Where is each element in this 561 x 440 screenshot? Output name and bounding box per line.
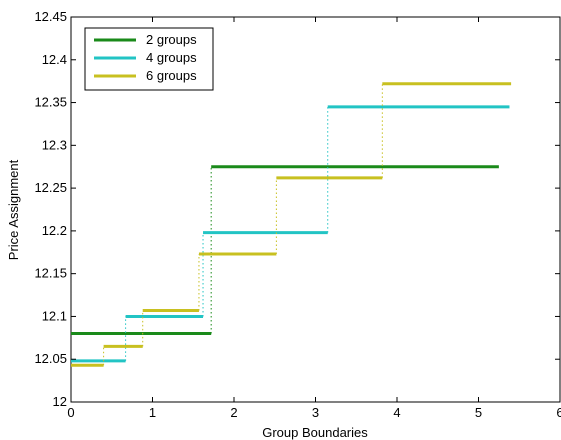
- y-axis-label: Price Assignment: [6, 159, 21, 260]
- y-axis: 12 12.05 12.1 12.15 12.2 12.25 12.3 12.35 12.4 12…: [34, 9, 560, 409]
- y-tick-label: 12.25: [34, 180, 67, 195]
- x-tick-label: 1: [149, 405, 156, 420]
- legend-label: 6 groups: [146, 68, 197, 83]
- series-1: [71, 105, 510, 363]
- x-tick-label: 5: [475, 405, 482, 420]
- legend-label: 4 groups: [146, 50, 197, 65]
- y-tick-label: 12.1: [42, 308, 67, 323]
- series-2: [71, 82, 512, 367]
- x-axis: 0 1 2 3 4 5 6: [67, 17, 561, 420]
- y-tick-label: 12.45: [34, 9, 67, 24]
- y-tick-label: 12.05: [34, 351, 67, 366]
- y-tick-label: 12.35: [34, 95, 67, 110]
- x-tick-label: 2: [230, 405, 237, 420]
- y-tick-label: 12: [53, 394, 67, 409]
- y-tick-label: 12.4: [42, 52, 67, 67]
- series-0: [71, 165, 499, 336]
- x-tick-label: 4: [393, 405, 400, 420]
- legend-label: 2 groups: [146, 32, 197, 47]
- series-layer: [71, 82, 512, 367]
- x-axis-label: Group Boundaries: [262, 425, 368, 440]
- legend: 2 groups 4 groups 6 groups: [84, 27, 214, 91]
- x-tick-label: 0: [67, 405, 74, 420]
- x-tick-label: 6: [556, 405, 561, 420]
- y-tick-label: 12.2: [42, 223, 67, 238]
- y-tick-label: 12.3: [42, 137, 67, 152]
- x-tick-label: 3: [312, 405, 319, 420]
- y-tick-label: 12.15: [34, 266, 67, 281]
